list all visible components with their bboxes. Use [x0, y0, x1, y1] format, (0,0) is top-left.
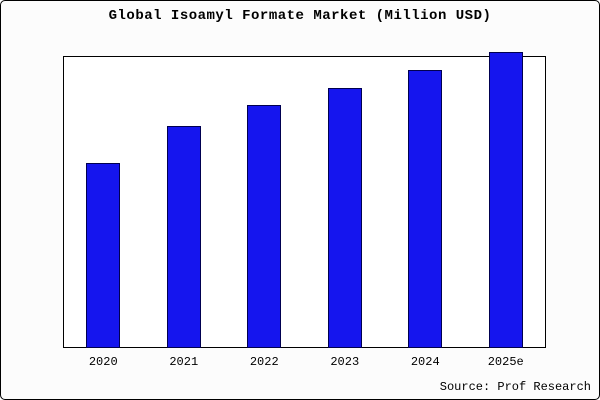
- bar: [86, 163, 121, 348]
- bar: [327, 88, 362, 348]
- plot-area: [63, 56, 546, 348]
- chart-title: Global Isoamyl Formate Market (Million U…: [108, 8, 492, 24]
- bar: [166, 126, 201, 348]
- bar: [488, 52, 523, 348]
- x-tick-label: 2024: [410, 355, 440, 369]
- bar: [247, 105, 282, 348]
- x-tick-label: 2025e: [487, 355, 524, 369]
- source-caption: Source: Prof Research: [439, 380, 591, 394]
- x-tick-label: 2022: [249, 355, 279, 369]
- x-tick-label: 2021: [169, 355, 199, 369]
- x-tick-label: 2023: [330, 355, 360, 369]
- bar: [408, 70, 443, 348]
- x-tick-label: 2020: [88, 355, 118, 369]
